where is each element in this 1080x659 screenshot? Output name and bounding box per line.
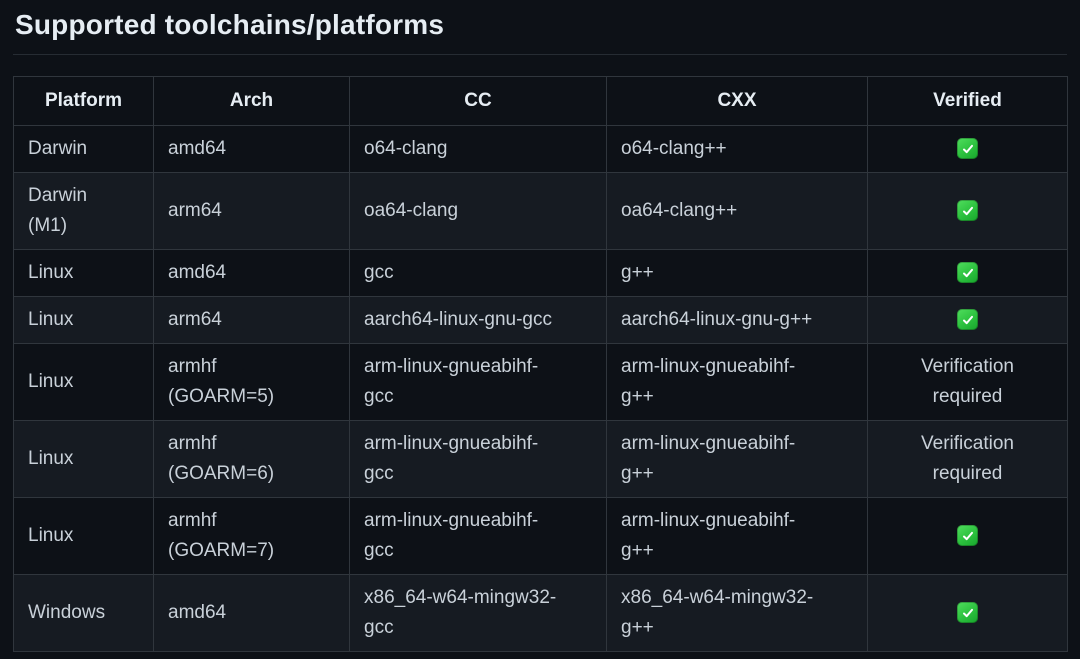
verified-cell <box>867 172 1068 250</box>
verified-cell <box>867 574 1068 652</box>
cxx-cell: oa64-clang++ <box>606 172 868 250</box>
table-row: Darwin (M1) arm64 oa64-clang oa64-clang++ <box>13 172 1068 250</box>
cc-cell: x86_64-w64-mingw32- gcc <box>349 574 607 652</box>
verified-cell <box>867 249 1068 297</box>
check-mark-button-icon <box>957 602 978 624</box>
check-mark-button-icon <box>957 309 978 331</box>
table-row: Linux armhf (GOARM=7) arm-linux-gnueabihf-… <box>13 497 1068 575</box>
platform-cell: Windows <box>13 574 154 652</box>
check-mark-button-icon <box>957 525 978 547</box>
cxx-cell: arm-linux-gnueabihf- g++ <box>606 343 868 421</box>
arch-cell: arm64 <box>153 172 350 250</box>
platform-cell: Linux <box>13 497 154 575</box>
table-row: Darwin amd64 o64-clang o64-clang++ <box>13 125 1068 173</box>
table-body: Darwin amd64 o64-clang o64-clang++ Darwin (M… <box>13 125 1068 652</box>
cxx-cell: g++ <box>606 249 868 297</box>
verified-cell <box>867 125 1068 173</box>
arch-cell: amd64 <box>153 249 350 297</box>
cc-cell: gcc <box>349 249 607 297</box>
check-mark-button-icon <box>957 200 978 222</box>
platform-cell: Linux <box>13 420 154 498</box>
column-header-verified: Verified <box>867 76 1068 126</box>
cc-cell: arm-linux-gnueabihf- gcc <box>349 343 607 421</box>
toolchains-table-container: Platform Arch CC CXX Verified Darwin amd6… <box>13 76 1068 652</box>
column-header-platform: Platform <box>13 76 154 126</box>
arch-cell: amd64 <box>153 125 350 173</box>
table-row: Linux armhf (GOARM=6) arm-linux-gnueabihf-… <box>13 420 1068 498</box>
arch-cell: armhf (GOARM=7) <box>153 497 350 575</box>
verified-cell: Verification required <box>867 420 1068 498</box>
cxx-cell: x86_64-w64-mingw32- g++ <box>606 574 868 652</box>
cc-cell: aarch64-linux-gnu-gcc <box>349 296 607 344</box>
platform-cell: Darwin (M1) <box>13 172 154 250</box>
table-header-row: Platform Arch CC CXX Verified <box>13 76 1068 126</box>
cxx-cell: o64-clang++ <box>606 125 868 173</box>
page-title: Supported toolchains/platforms <box>13 0 1067 55</box>
verified-cell: Verification required <box>867 343 1068 421</box>
platform-cell: Darwin <box>13 125 154 173</box>
cc-cell: arm-linux-gnueabihf- gcc <box>349 420 607 498</box>
check-mark-button-icon <box>957 262 978 284</box>
arch-cell: armhf (GOARM=6) <box>153 420 350 498</box>
cxx-cell: arm-linux-gnueabihf- g++ <box>606 420 868 498</box>
check-mark-button-icon <box>957 138 978 160</box>
toolchains-table: Platform Arch CC CXX Verified Darwin amd6… <box>13 76 1068 652</box>
table-row: Windows amd64 x86_64-w64-mingw32- gcc x86_6… <box>13 574 1068 652</box>
table-row: Linux armhf (GOARM=5) arm-linux-gnueabihf-… <box>13 343 1068 421</box>
arch-cell: armhf (GOARM=5) <box>153 343 350 421</box>
platform-cell: Linux <box>13 343 154 421</box>
table-row: Linux arm64 aarch64-linux-gnu-gcc aarch64-l… <box>13 296 1068 344</box>
platform-cell: Linux <box>13 249 154 297</box>
cxx-cell: aarch64-linux-gnu-g++ <box>606 296 868 344</box>
platform-cell: Linux <box>13 296 154 344</box>
table-row: Linux amd64 gcc g++ <box>13 249 1068 297</box>
arch-cell: arm64 <box>153 296 350 344</box>
column-header-cc: CC <box>349 76 607 126</box>
verified-cell <box>867 296 1068 344</box>
cc-cell: o64-clang <box>349 125 607 173</box>
cc-cell: arm-linux-gnueabihf- gcc <box>349 497 607 575</box>
cxx-cell: arm-linux-gnueabihf- g++ <box>606 497 868 575</box>
verified-cell <box>867 497 1068 575</box>
arch-cell: amd64 <box>153 574 350 652</box>
column-header-cxx: CXX <box>606 76 868 126</box>
cc-cell: oa64-clang <box>349 172 607 250</box>
column-header-arch: Arch <box>153 76 350 126</box>
